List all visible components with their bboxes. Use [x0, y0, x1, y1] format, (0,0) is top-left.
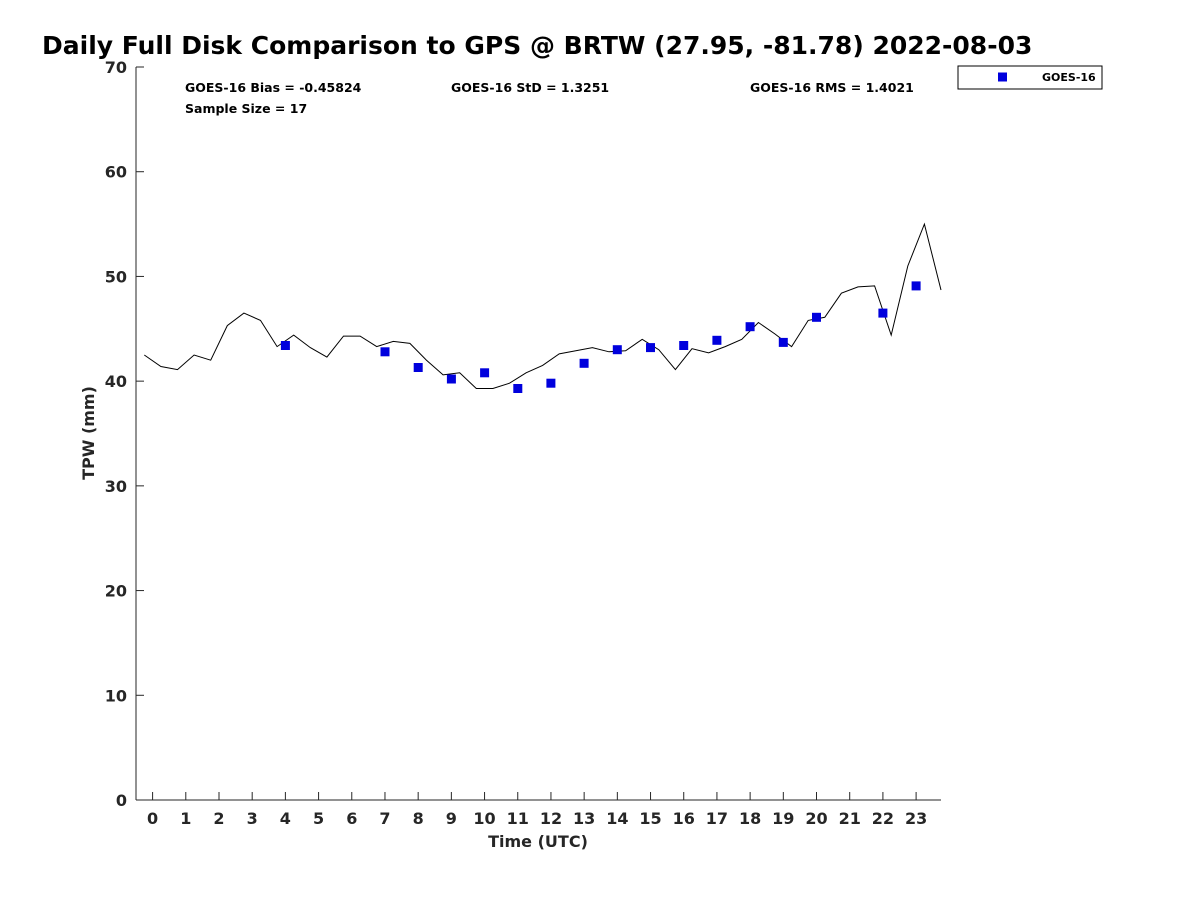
y-tick-label: 50	[105, 267, 127, 286]
x-tick-label: 6	[346, 809, 357, 828]
x-tick-label: 9	[446, 809, 457, 828]
goes-16-series	[280, 281, 921, 393]
bias-stat: GOES-16 Bias = -0.45824	[185, 80, 362, 95]
x-tick-label: 11	[507, 809, 529, 828]
x-tick-label: 4	[280, 809, 291, 828]
goes-16-point	[778, 337, 788, 347]
x-tick-label: 14	[606, 809, 628, 828]
goes-16-point	[380, 347, 390, 357]
goes-16-point	[745, 322, 755, 332]
gps-tpw-line	[144, 222, 942, 389]
chart-title: Daily Full Disk Comparison to GPS @ BRTW…	[42, 31, 1032, 60]
x-tick-label: 19	[772, 809, 794, 828]
axes	[135, 67, 941, 801]
x-tick-label: 21	[839, 809, 861, 828]
y-tick-label: 70	[105, 58, 127, 77]
x-tick-label: 0	[147, 809, 158, 828]
goes-16-point	[911, 281, 921, 291]
x-tick-label: 16	[673, 809, 695, 828]
legend-box	[957, 65, 1103, 90]
x-tick-label: 10	[473, 809, 495, 828]
goes-16-point	[612, 345, 622, 355]
goes-16-point	[480, 368, 490, 378]
x-tick-label: 20	[805, 809, 827, 828]
x-tick-label: 23	[905, 809, 927, 828]
x-tick-label: 2	[213, 809, 224, 828]
goes-16-point	[712, 335, 722, 345]
x-tick-label: 3	[247, 809, 258, 828]
std-stat: GOES-16 StD = 1.3251	[451, 80, 609, 95]
goes-16-point	[513, 384, 523, 393]
x-tick-label: 7	[379, 809, 390, 828]
goes-16-point	[413, 363, 423, 372]
x-axis-ticks: 0 1 2 3 4 5 6 7 8 9 10 11 12 13 14 15 16 17 18 19 20 21 22 23	[147, 792, 927, 828]
goes-16-point	[280, 341, 290, 350]
goes-16-point	[579, 358, 589, 368]
x-tick-label: 8	[413, 809, 424, 828]
legend-label-goes-16: GOES-16	[1042, 71, 1096, 84]
x-tick-label: 13	[573, 809, 595, 828]
x-tick-label: 15	[639, 809, 661, 828]
sample-size-stat: Sample Size = 17	[185, 101, 307, 116]
y-tick-label: 20	[105, 582, 127, 601]
x-tick-label: 22	[872, 809, 894, 828]
y-tick-label: 30	[105, 477, 127, 496]
goes-16-point	[812, 312, 821, 322]
legend-marker-goes-16	[998, 72, 1007, 82]
gps-line-series	[144, 222, 942, 389]
rms-stat: GOES-16 RMS = 1.4021	[750, 80, 914, 95]
y-axis-ticks: 0 10 20 30 40 50 60 70	[105, 58, 144, 810]
x-tick-label: 17	[706, 809, 728, 828]
x-tick-label: 1	[180, 809, 191, 828]
legend: GOES-16	[957, 65, 1103, 90]
x-tick-label: 18	[739, 809, 761, 828]
goes-16-point	[446, 374, 456, 384]
goes-16-point	[546, 378, 556, 388]
goes-16-point	[679, 341, 689, 350]
x-axis-label: Time (UTC)	[488, 832, 588, 851]
x-tick-label: 5	[313, 809, 324, 828]
y-axis-label: TPW (mm)	[79, 386, 98, 480]
y-tick-label: 10	[105, 686, 127, 705]
y-tick-label: 60	[105, 163, 127, 182]
y-tick-label: 0	[116, 791, 127, 810]
goes-16-point	[646, 343, 655, 353]
goes-16-point	[878, 308, 888, 318]
y-tick-label: 40	[105, 372, 127, 391]
x-tick-label: 12	[540, 809, 562, 828]
